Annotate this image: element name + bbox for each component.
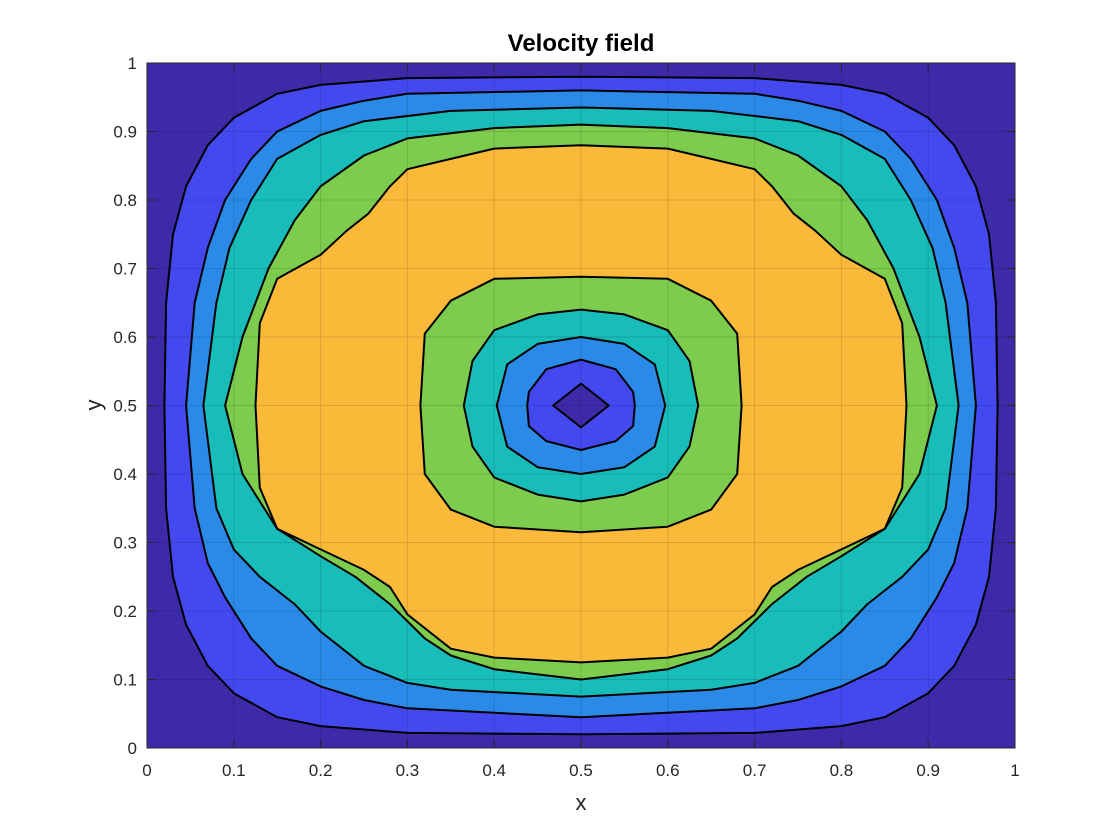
y-tick-label: 0.8 bbox=[113, 191, 137, 210]
grid-layer bbox=[147, 63, 1015, 748]
y-tick-label: 0 bbox=[128, 739, 137, 758]
x-tick-label: 0.6 bbox=[656, 761, 680, 780]
x-tick-label: 1 bbox=[1010, 761, 1019, 780]
x-tick-label: 0.9 bbox=[916, 761, 940, 780]
x-tick-label: 0.2 bbox=[309, 761, 333, 780]
tick-layer: 0 0.1 0.2 0.3 0.4 0.5 0.6 0.7 0.8 0.9 1 0 0.1 0.2 0.3 0… bbox=[113, 54, 1019, 780]
x-axis-label: x bbox=[576, 790, 587, 815]
y-tick-label: 0.1 bbox=[113, 671, 137, 690]
x-tick-label: 0.3 bbox=[396, 761, 420, 780]
contour-level-10 bbox=[552, 382, 610, 429]
y-tick-label: 0.9 bbox=[113, 123, 137, 142]
contour-layer bbox=[163, 75, 999, 736]
y-tick-label: 0.5 bbox=[113, 397, 137, 416]
y-tick-label: 0.3 bbox=[113, 534, 137, 553]
x-tick-label: 0.4 bbox=[482, 761, 506, 780]
y-tick-label: 1 bbox=[128, 54, 137, 73]
y-tick-label: 0.4 bbox=[113, 465, 137, 484]
y-tick-label: 0.2 bbox=[113, 602, 137, 621]
x-tick-label: 0.7 bbox=[743, 761, 767, 780]
x-tick-label: 0.1 bbox=[222, 761, 246, 780]
x-tick-label: 0.5 bbox=[569, 761, 593, 780]
x-tick-label: 0.8 bbox=[830, 761, 854, 780]
y-tick-label: 0.6 bbox=[113, 328, 137, 347]
x-tick-label: 0 bbox=[142, 761, 151, 780]
chart-title: Velocity field bbox=[508, 30, 655, 57]
y-tick-label: 0.7 bbox=[113, 260, 137, 279]
y-axis-label: y bbox=[81, 400, 106, 411]
